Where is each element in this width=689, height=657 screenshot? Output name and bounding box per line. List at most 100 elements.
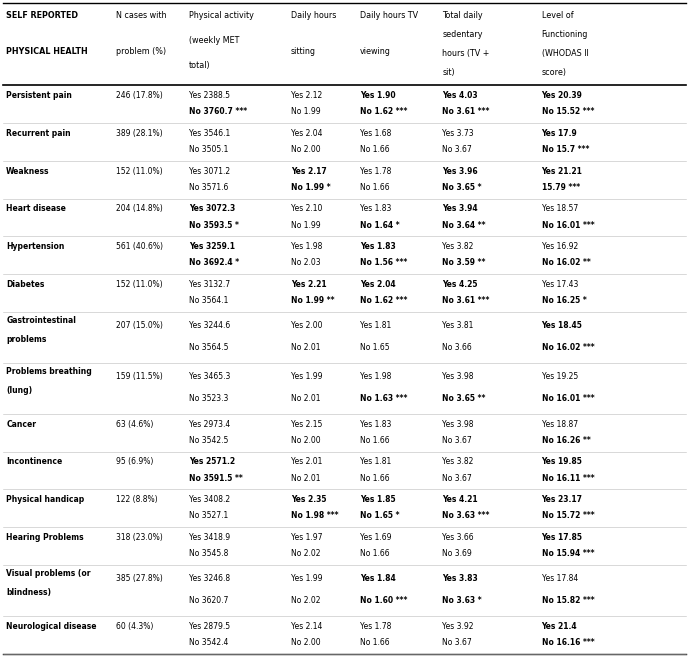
Text: Cancer: Cancer	[6, 420, 37, 428]
Text: 207 (15.0%): 207 (15.0%)	[116, 321, 163, 330]
Text: No 3.61 ***: No 3.61 ***	[442, 107, 490, 116]
Text: Yes 1.78: Yes 1.78	[360, 622, 391, 631]
Text: No 3593.5 *: No 3593.5 *	[189, 221, 238, 230]
Text: No 3564.5: No 3564.5	[189, 343, 228, 352]
Text: Hypertension: Hypertension	[6, 242, 65, 251]
Text: problem (%): problem (%)	[116, 47, 167, 56]
Text: Yes 4.25: Yes 4.25	[442, 280, 478, 289]
Text: No 3760.7 ***: No 3760.7 ***	[189, 107, 247, 116]
Text: Yes 17.84: Yes 17.84	[542, 574, 578, 583]
Text: Yes 18.45: Yes 18.45	[542, 321, 582, 330]
Text: No 1.62 ***: No 1.62 ***	[360, 296, 407, 305]
Text: No 3.64 **: No 3.64 **	[442, 221, 486, 230]
Text: No 1.60 ***: No 1.60 ***	[360, 596, 407, 605]
Text: sedentary: sedentary	[442, 30, 483, 39]
Text: No 1.62 ***: No 1.62 ***	[360, 107, 407, 116]
Text: No 1.66: No 1.66	[360, 549, 389, 558]
Text: Yes 3.81: Yes 3.81	[442, 321, 474, 330]
Text: 95 (6.9%): 95 (6.9%)	[116, 457, 154, 466]
Text: Yes 2.15: Yes 2.15	[291, 420, 322, 428]
Text: Yes 3.98: Yes 3.98	[442, 373, 474, 381]
Text: hours (TV +: hours (TV +	[442, 49, 490, 58]
Text: Yes 3.96: Yes 3.96	[442, 167, 478, 175]
Text: Yes 17.9: Yes 17.9	[542, 129, 577, 138]
Text: Yes 20.39: Yes 20.39	[542, 91, 582, 100]
Text: No 16.26 **: No 16.26 **	[542, 436, 590, 445]
Text: Yes 2.10: Yes 2.10	[291, 204, 322, 214]
Text: No 2.01: No 2.01	[291, 474, 320, 483]
Text: No 1.98 ***: No 1.98 ***	[291, 511, 338, 520]
Text: Yes 3.92: Yes 3.92	[442, 622, 474, 631]
Text: No 1.64 *: No 1.64 *	[360, 221, 400, 230]
Text: 63 (4.6%): 63 (4.6%)	[116, 420, 154, 428]
Text: Yes 2.04: Yes 2.04	[360, 280, 395, 289]
Text: Yes 3.82: Yes 3.82	[442, 457, 474, 466]
Text: 152 (11.0%): 152 (11.0%)	[116, 167, 163, 175]
Text: No 3.63 *: No 3.63 *	[442, 596, 482, 605]
Text: 389 (28.1%): 389 (28.1%)	[116, 129, 163, 138]
Text: Total daily: Total daily	[442, 11, 483, 20]
Text: Yes 1.81: Yes 1.81	[360, 457, 391, 466]
Text: No 3.67: No 3.67	[442, 436, 472, 445]
Text: Yes 1.69: Yes 1.69	[360, 533, 391, 542]
Text: No 16.01 ***: No 16.01 ***	[542, 221, 594, 230]
Text: Yes 23.17: Yes 23.17	[542, 495, 583, 504]
Text: No 1.66: No 1.66	[360, 638, 389, 647]
Text: Yes 1.83: Yes 1.83	[360, 242, 395, 251]
Text: (weekly MET: (weekly MET	[189, 36, 239, 45]
Text: Yes 3246.8: Yes 3246.8	[189, 574, 230, 583]
Text: total): total)	[189, 61, 210, 70]
Text: Yes 2.00: Yes 2.00	[291, 321, 322, 330]
Text: Yes 2.04: Yes 2.04	[291, 129, 322, 138]
Text: No 3.66: No 3.66	[442, 343, 472, 352]
Text: Yes 2.14: Yes 2.14	[291, 622, 322, 631]
Text: Yes 3259.1: Yes 3259.1	[189, 242, 235, 251]
Text: No 3564.1: No 3564.1	[189, 296, 228, 305]
Text: Functioning: Functioning	[542, 30, 588, 39]
Text: Level of: Level of	[542, 11, 573, 20]
Text: Daily hours: Daily hours	[291, 11, 336, 20]
Text: Yes 1.99: Yes 1.99	[291, 373, 322, 381]
Text: No 15.82 ***: No 15.82 ***	[542, 596, 594, 605]
Text: score): score)	[542, 68, 566, 78]
Text: 60 (4.3%): 60 (4.3%)	[116, 622, 154, 631]
Text: Persistent pain: Persistent pain	[6, 91, 72, 100]
Text: Yes 2.21: Yes 2.21	[291, 280, 327, 289]
Text: No 16.02 **: No 16.02 **	[542, 258, 590, 267]
Text: 15.79 ***: 15.79 ***	[542, 183, 579, 192]
Text: No 1.99 **: No 1.99 **	[291, 296, 334, 305]
Text: Yes 1.68: Yes 1.68	[360, 129, 391, 138]
Text: Yes 21.4: Yes 21.4	[542, 622, 577, 631]
Text: No 2.01: No 2.01	[291, 394, 320, 403]
Text: Yes 3408.2: Yes 3408.2	[189, 495, 230, 504]
Text: Yes 17.85: Yes 17.85	[542, 533, 583, 542]
Text: Yes 1.81: Yes 1.81	[360, 321, 391, 330]
Text: No 3505.1: No 3505.1	[189, 145, 228, 154]
Text: No 1.66: No 1.66	[360, 474, 389, 483]
Text: Yes 1.84: Yes 1.84	[360, 574, 395, 583]
Text: Yes 2879.5: Yes 2879.5	[189, 622, 230, 631]
Text: No 3.69: No 3.69	[442, 549, 472, 558]
Text: Yes 17.43: Yes 17.43	[542, 280, 578, 289]
Text: No 3542.5: No 3542.5	[189, 436, 228, 445]
Text: Yes 18.87: Yes 18.87	[542, 420, 577, 428]
Text: 385 (27.8%): 385 (27.8%)	[116, 574, 163, 583]
Text: Yes 3.66: Yes 3.66	[442, 533, 474, 542]
Text: No 2.00: No 2.00	[291, 145, 320, 154]
Text: Yes 1.90: Yes 1.90	[360, 91, 395, 100]
Text: No 3620.7: No 3620.7	[189, 596, 228, 605]
Text: No 3.65 **: No 3.65 **	[442, 394, 486, 403]
Text: Yes 2388.5: Yes 2388.5	[189, 91, 230, 100]
Text: No 2.02: No 2.02	[291, 596, 320, 605]
Text: No 3523.3: No 3523.3	[189, 394, 228, 403]
Text: Hearing Problems: Hearing Problems	[6, 533, 84, 542]
Text: No 1.66: No 1.66	[360, 145, 389, 154]
Text: No 16.02 ***: No 16.02 ***	[542, 343, 594, 352]
Text: Yes 3132.7: Yes 3132.7	[189, 280, 230, 289]
Text: Yes 3.83: Yes 3.83	[442, 574, 478, 583]
Text: No 3545.8: No 3545.8	[189, 549, 228, 558]
Text: No 1.65 *: No 1.65 *	[360, 511, 399, 520]
Text: blindness): blindness)	[6, 589, 51, 597]
Text: Heart disease: Heart disease	[6, 204, 66, 214]
Text: No 1.99 *: No 1.99 *	[291, 183, 331, 192]
